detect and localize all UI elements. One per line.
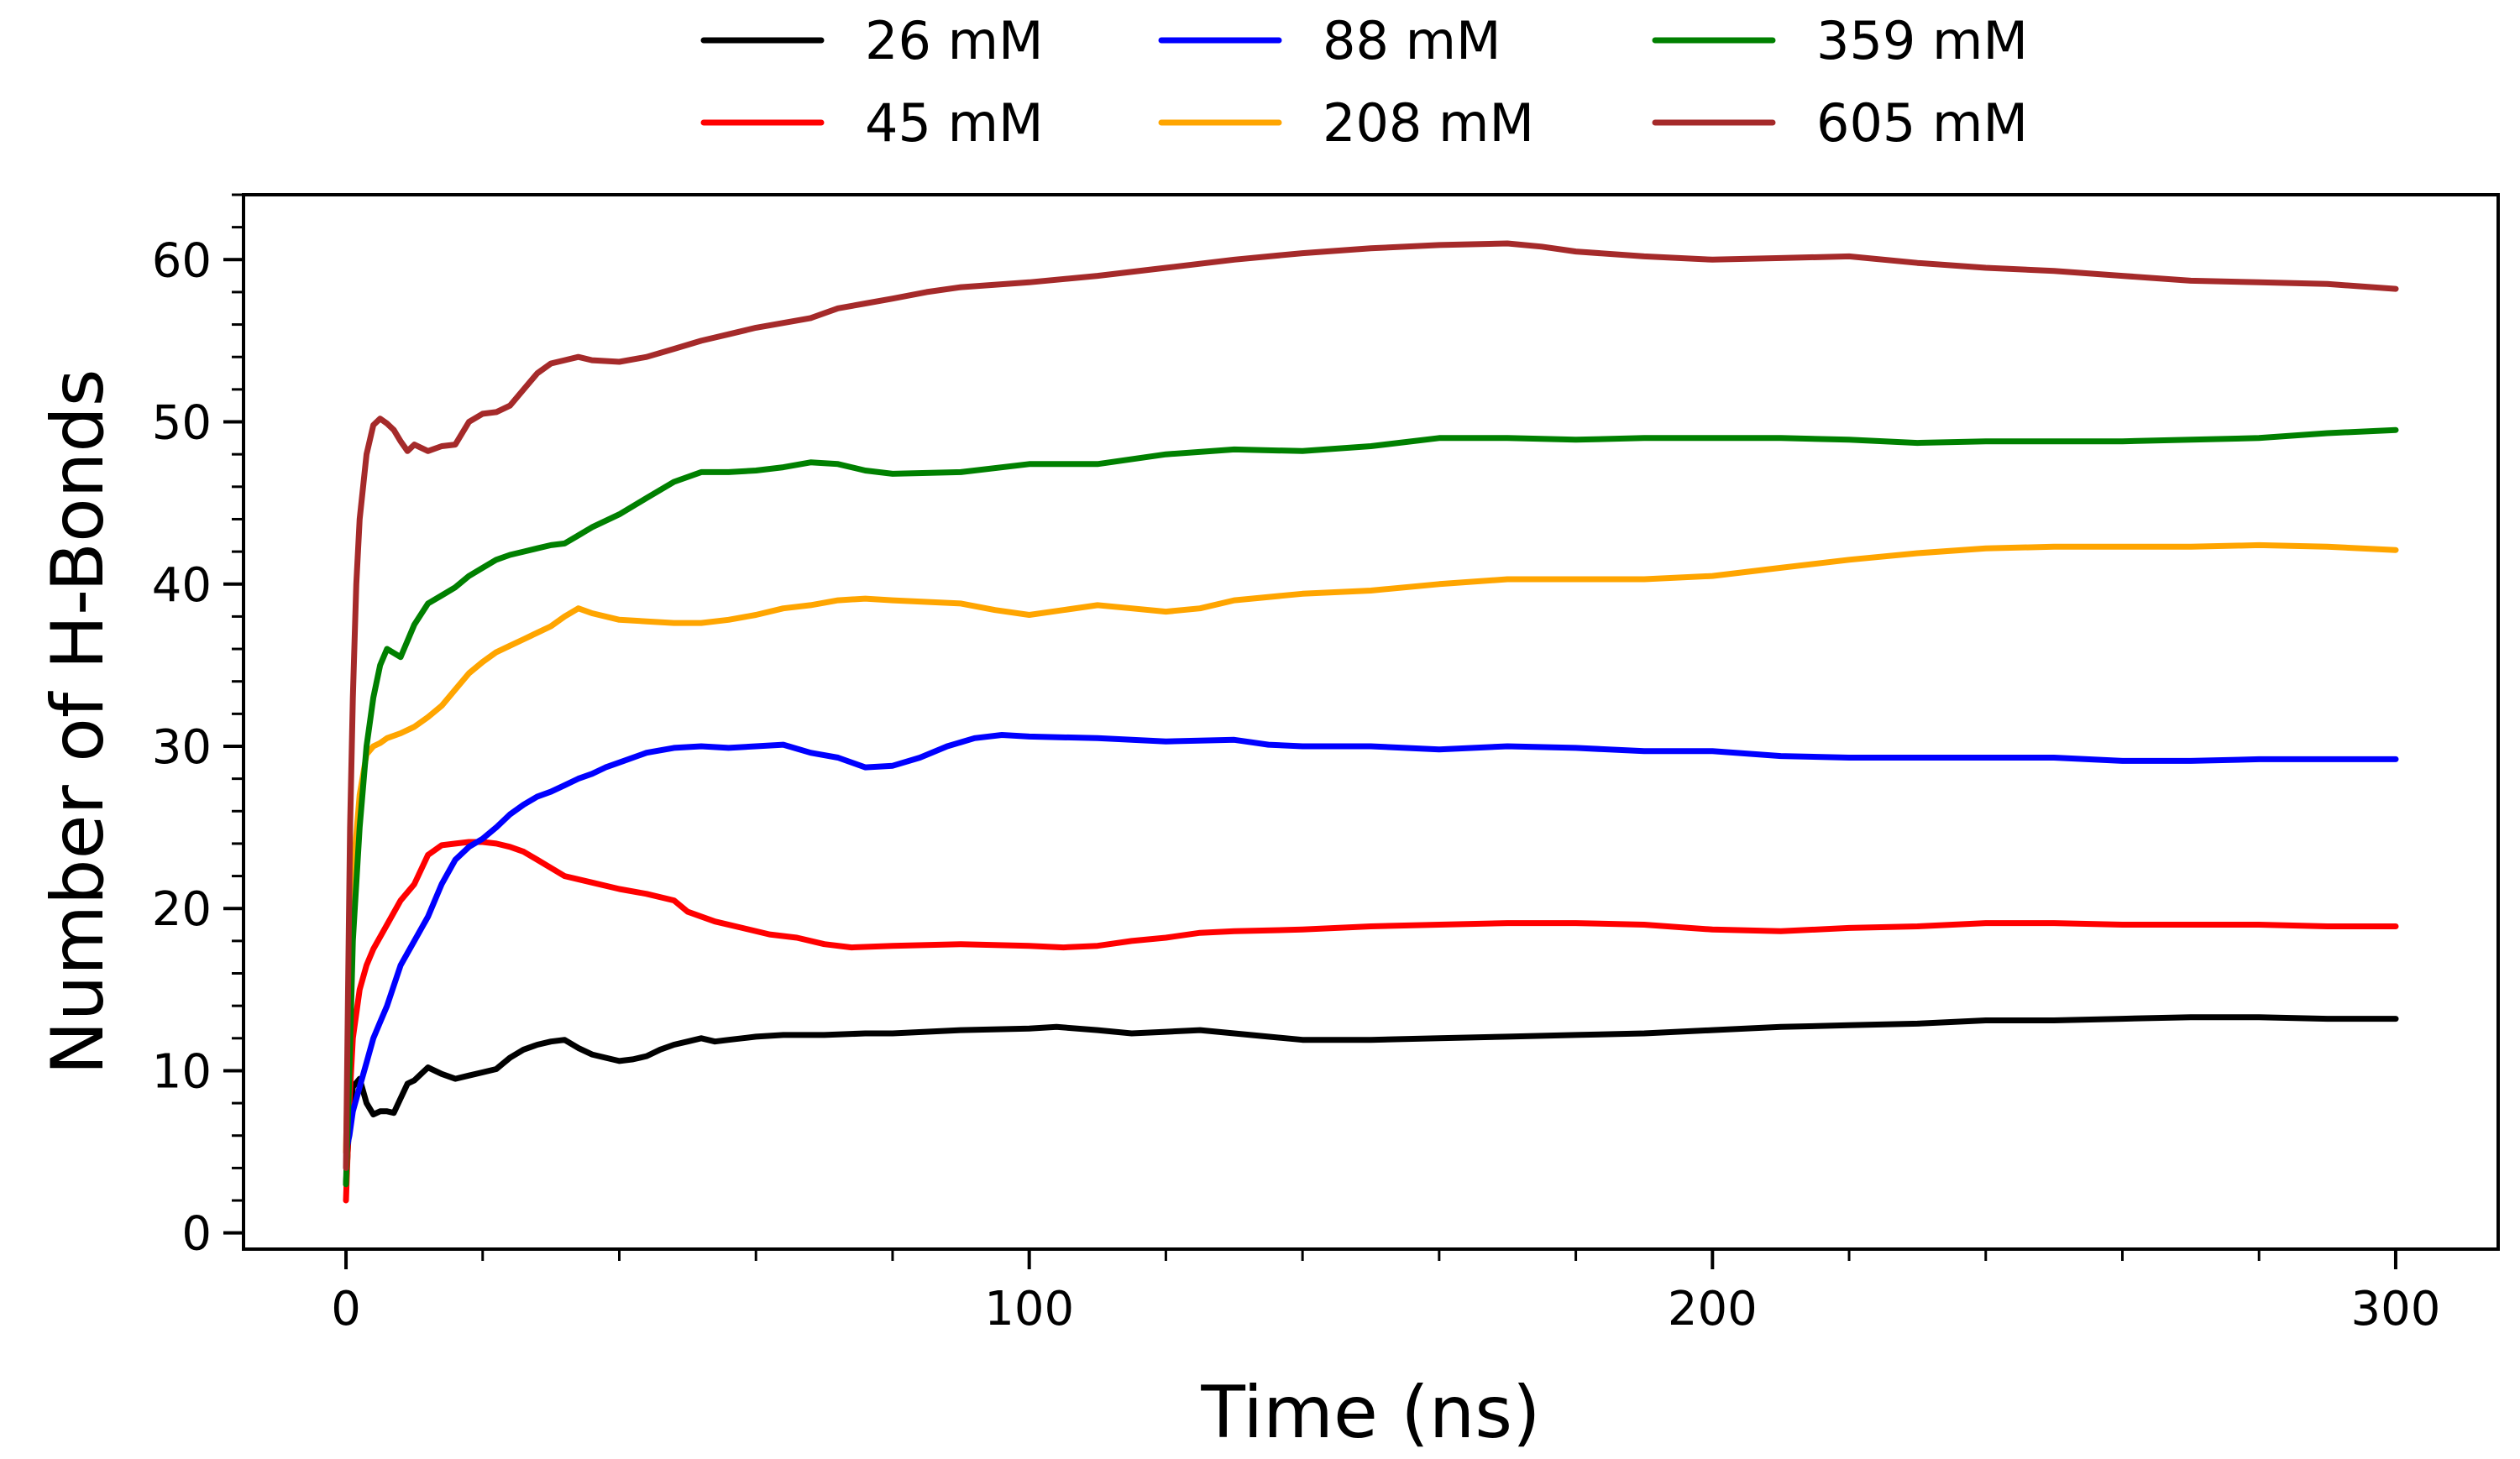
y-tick-label: 0 [181, 1207, 212, 1262]
x-tick-label: 0 [331, 1282, 361, 1336]
legend-item: 359 mM [1652, 10, 2028, 71]
legend-label: 208 mM [1323, 92, 1534, 154]
legend-label: 88 mM [1323, 10, 1501, 71]
y-axis: 0 10 20 30 40 50 60 [152, 193, 244, 1262]
legend-item: 208 mM [1158, 92, 1534, 154]
series-line-1 [343, 1014, 2399, 1188]
legend-label: 605 mM [1816, 92, 2028, 154]
legend-label: 26 mM [865, 10, 1044, 71]
series-line-2 [343, 839, 2399, 1204]
y-tick-label: 10 [152, 1044, 212, 1099]
legend-label: 45 mM [865, 92, 1044, 154]
plot-frame [242, 193, 2500, 1251]
y-tick-label: 30 [152, 720, 212, 775]
legend-label: 359 mM [1816, 10, 2028, 71]
y-tick-label: 40 [152, 558, 212, 613]
y-axis-title: Number of H-Bonds [36, 369, 120, 1075]
y-tick-label: 20 [152, 882, 212, 937]
series-line-4 [343, 541, 2399, 1155]
series-line-3 [343, 732, 2399, 1155]
x-tick-label: 200 [1668, 1282, 1758, 1336]
x-tick-label: 300 [2351, 1282, 2441, 1336]
series-line-6 [343, 240, 2399, 1171]
x-axis-title: Time (ns) [1200, 1371, 1540, 1455]
legend-item: 45 mM [700, 92, 1044, 154]
x-axis: 0 100 200 300 [331, 1249, 2440, 1336]
legend-item: 88 mM [1158, 10, 1501, 71]
legend-item: 26 mM [700, 10, 1044, 71]
legend: 26 mM 45 mM 88 mM 208 mM 359 mM 605 mM [700, 10, 2028, 154]
legend-item: 605 mM [1652, 92, 2028, 154]
y-tick-label: 50 [152, 396, 212, 451]
y-tick-label: 60 [152, 233, 212, 288]
x-tick-label: 100 [984, 1282, 1074, 1336]
series-line-5 [343, 426, 2399, 1188]
axes-frame [242, 193, 2500, 1251]
plot-lines [343, 240, 2399, 1204]
